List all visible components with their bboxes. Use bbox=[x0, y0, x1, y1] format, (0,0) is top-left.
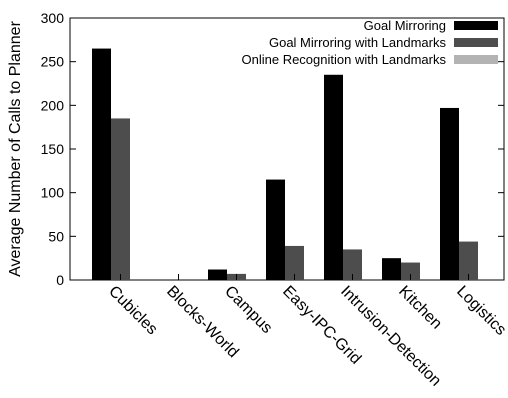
bar bbox=[343, 249, 362, 280]
bar bbox=[324, 74, 343, 281]
y-axis: 0 50 100 150 200 250 300 bbox=[41, 10, 504, 288]
legend-swatch bbox=[454, 21, 498, 30]
bar bbox=[285, 245, 304, 280]
x-tick-label: Kitchen bbox=[395, 283, 445, 333]
x-tick-label: Logistics bbox=[453, 283, 508, 339]
bar bbox=[459, 241, 478, 280]
x-tick-label: Intrusion-Detection bbox=[337, 283, 444, 390]
x-tick-label: Campus bbox=[221, 283, 275, 337]
bar bbox=[401, 262, 420, 280]
bar bbox=[382, 258, 401, 280]
legend-swatch bbox=[454, 38, 498, 47]
legend-label: Goal Mirroring bbox=[364, 18, 446, 33]
y-tick-label: 200 bbox=[41, 97, 65, 113]
legend-swatch bbox=[454, 55, 498, 64]
legend: Goal Mirroring Goal Mirroring with Landma… bbox=[242, 18, 498, 67]
y-tick-label: 100 bbox=[41, 185, 65, 201]
bars bbox=[92, 48, 478, 281]
bar bbox=[266, 179, 285, 280]
bar bbox=[208, 269, 227, 280]
y-tick-label: 50 bbox=[48, 228, 64, 244]
bar bbox=[440, 107, 459, 280]
legend-label: Goal Mirroring with Landmarks bbox=[269, 35, 447, 50]
y-tick-label: 150 bbox=[41, 141, 65, 157]
legend-label: Online Recognition with Landmarks bbox=[242, 52, 447, 67]
y-tick-label: 250 bbox=[41, 54, 65, 70]
bar bbox=[92, 48, 111, 280]
x-tick-label: Cubicles bbox=[105, 283, 160, 338]
y-axis-title: Average Number of Calls to Planner bbox=[7, 20, 24, 277]
bar bbox=[111, 118, 130, 280]
y-tick-label: 300 bbox=[41, 10, 65, 26]
y-tick-label: 0 bbox=[56, 272, 64, 288]
